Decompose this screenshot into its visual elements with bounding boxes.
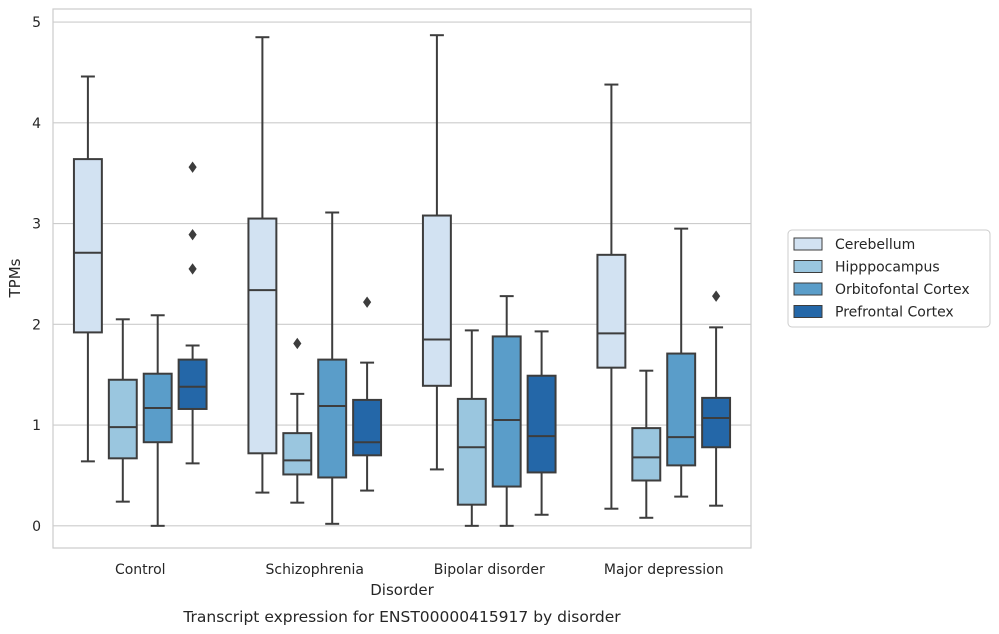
legend-entry: Orbitofontal Cortex: [835, 282, 970, 298]
outlier-point: [188, 161, 197, 173]
box: [177, 358, 208, 410]
box: [247, 217, 278, 455]
plot-frame: [52, 8, 752, 549]
y-tick-label: 5: [32, 15, 41, 31]
box-group: [142, 314, 173, 527]
y-tick-label: 1: [32, 418, 41, 434]
box-group: [526, 330, 557, 516]
box: [526, 374, 557, 474]
box: [421, 214, 452, 387]
box: [107, 378, 138, 460]
legend-frame: [787, 229, 991, 328]
box-group: [72, 75, 103, 463]
legend-swatch: [793, 237, 823, 251]
box-group: [456, 329, 487, 527]
y-tick-label: 3: [32, 217, 41, 233]
box: [596, 253, 627, 369]
y-tick-label: 2: [32, 317, 41, 333]
x-tick-label: Schizophrenia: [266, 562, 364, 578]
box-group: [701, 290, 732, 507]
box-group: [107, 318, 138, 503]
box-group: [282, 337, 313, 504]
box: [631, 427, 662, 482]
x-tick-label: Major depression: [604, 562, 724, 578]
box-group: [247, 36, 278, 494]
chart-caption: Transcript expression for ENST0000041591…: [182, 608, 621, 626]
box-group: [177, 161, 208, 465]
legend-entry: Hipppocampus: [835, 260, 940, 276]
outlier-point: [293, 337, 302, 350]
legend-swatch: [793, 260, 823, 273]
box-group: [421, 34, 452, 471]
box-group: [666, 227, 697, 498]
y-axis-label: TPMs: [6, 258, 24, 298]
legend-swatch: [793, 305, 823, 318]
box: [352, 398, 383, 457]
box: [282, 432, 313, 476]
box: [317, 358, 348, 479]
y-tick-label: 0: [32, 519, 41, 535]
box-group: [631, 369, 662, 519]
box: [491, 335, 522, 488]
box: [701, 396, 732, 449]
outlier-point: [188, 228, 197, 241]
box-group: [352, 296, 383, 492]
x-tick-label: Control: [115, 562, 166, 578]
box: [666, 352, 697, 467]
x-tick-label: Bipolar disorder: [434, 562, 545, 578]
box: [72, 158, 103, 334]
legend: Cerebellum Hipppocampus Orbitofontal Corte…: [787, 229, 991, 328]
box-group: [317, 211, 348, 525]
legend-entry: Cerebellum: [835, 237, 915, 253]
box-group: [491, 295, 522, 527]
x-tick-labels: Control Schizophrenia Bipolar disorder Majo…: [115, 562, 724, 578]
x-axis-label: Disorder: [370, 581, 434, 599]
y-tick-label: 4: [32, 116, 41, 132]
y-tick-labels: 0 1 2 3 4 5: [32, 15, 41, 535]
box: [456, 397, 487, 506]
box-group: [596, 83, 627, 510]
outlier-point: [363, 296, 372, 308]
outlier-point: [188, 263, 197, 275]
outlier-point: [712, 290, 721, 302]
box-series: [72, 34, 732, 527]
legend-entry: Prefrontal Cortex: [835, 305, 954, 321]
legend-swatch: [793, 282, 823, 296]
